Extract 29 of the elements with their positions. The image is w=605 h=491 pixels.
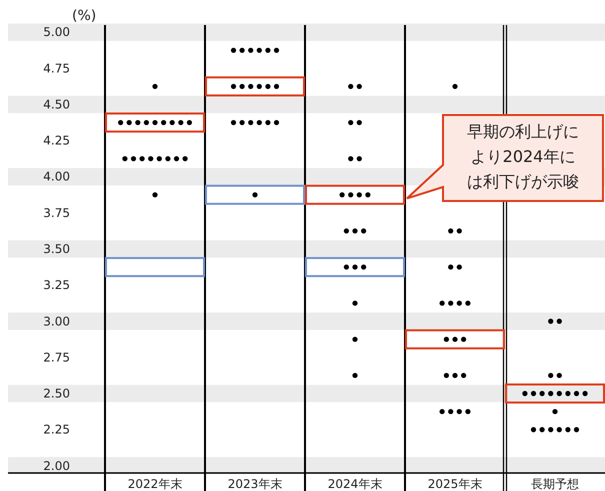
y-tick-label: 3.00 <box>43 314 70 328</box>
y-tick-label: 4.50 <box>43 97 70 112</box>
y-tick-label: 5.00 <box>43 25 70 40</box>
x-tick-label: 2024年末 <box>328 477 382 491</box>
bar <box>405 329 505 350</box>
y-tick-label: 4.25 <box>43 134 70 148</box>
x-tick-label: 2022年末 <box>128 477 182 491</box>
y-tick-label: 2.25 <box>43 422 70 437</box>
annotation: 早期の利上げにより2024年には利下げが示唆 <box>466 121 580 193</box>
y-tick-label: 3.50 <box>43 242 70 256</box>
y-tick-label: 2.50 <box>43 386 70 401</box>
y-tick-label: 4.75 <box>43 61 70 76</box>
y-tick-label: 2.00 <box>43 458 70 473</box>
callout: 早期の利上げにより2024年には利下げが示唆 <box>406 114 604 202</box>
bar <box>105 112 205 133</box>
x-tick-label: 2025年末 <box>428 477 482 491</box>
y-tick-label: 3.75 <box>43 206 70 220</box>
bar <box>305 257 405 278</box>
bar <box>105 257 205 278</box>
y-tick-label: 4.00 <box>43 170 70 184</box>
bar <box>505 383 605 404</box>
y-axis-title: (%) <box>72 8 96 24</box>
x-tick-label: 長期予想 <box>531 477 579 491</box>
bar <box>205 184 305 205</box>
x-tick-label: 2023年末 <box>228 477 282 491</box>
y-tick-label: 3.25 <box>43 278 70 292</box>
bar <box>205 76 305 96</box>
y-tick-label: 2.75 <box>43 350 70 364</box>
bar <box>305 184 405 205</box>
